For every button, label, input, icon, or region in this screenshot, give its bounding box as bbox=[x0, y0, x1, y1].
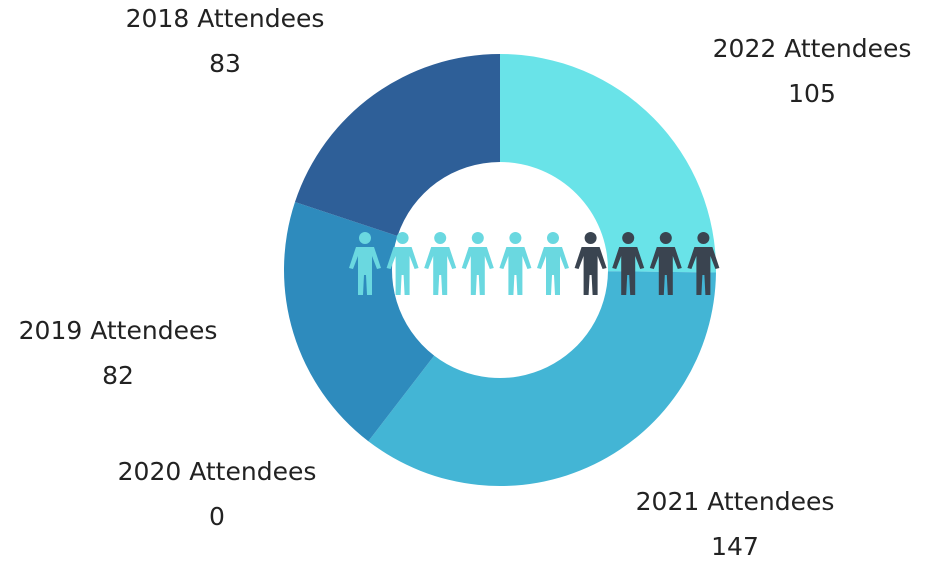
slice-label: 2018 Attendees bbox=[126, 4, 325, 33]
slice-value: 0 bbox=[209, 502, 225, 531]
person-head bbox=[659, 232, 672, 244]
person-body bbox=[574, 247, 607, 295]
slice-label: 2021 Attendees bbox=[636, 487, 835, 516]
slice-value: 105 bbox=[788, 79, 836, 108]
donut-slice bbox=[284, 202, 435, 442]
person-body bbox=[386, 247, 419, 295]
person-head bbox=[622, 232, 635, 244]
slice-label: 2020 Attendees bbox=[118, 457, 317, 486]
slice-label: 2019 Attendees bbox=[19, 316, 218, 345]
person-body bbox=[537, 247, 569, 295]
slice-value: 83 bbox=[209, 49, 241, 78]
person-head bbox=[396, 232, 409, 244]
person-head bbox=[359, 232, 371, 244]
donut-slice bbox=[500, 54, 716, 273]
person-body bbox=[687, 247, 720, 295]
donut bbox=[284, 54, 716, 486]
slice-value: 147 bbox=[711, 532, 759, 561]
slice-label: 2022 Attendees bbox=[713, 34, 912, 63]
slice-value: 82 bbox=[102, 361, 134, 390]
donut-slice bbox=[294, 54, 500, 237]
person-head bbox=[434, 232, 447, 244]
person-head bbox=[697, 232, 710, 244]
person-head bbox=[547, 232, 559, 244]
donut-slice bbox=[368, 271, 716, 486]
people-row bbox=[349, 232, 720, 295]
person-body bbox=[424, 247, 457, 295]
labels: 2022 Attendees 105 2021 Attendees 147 2020 A… bbox=[19, 4, 912, 561]
person-head bbox=[509, 232, 522, 244]
person-body bbox=[649, 247, 682, 295]
person-body bbox=[461, 247, 494, 295]
person-body bbox=[499, 247, 532, 295]
person-body bbox=[349, 247, 381, 295]
person-head bbox=[584, 232, 597, 244]
person-head bbox=[471, 232, 484, 244]
person-body bbox=[612, 247, 645, 295]
